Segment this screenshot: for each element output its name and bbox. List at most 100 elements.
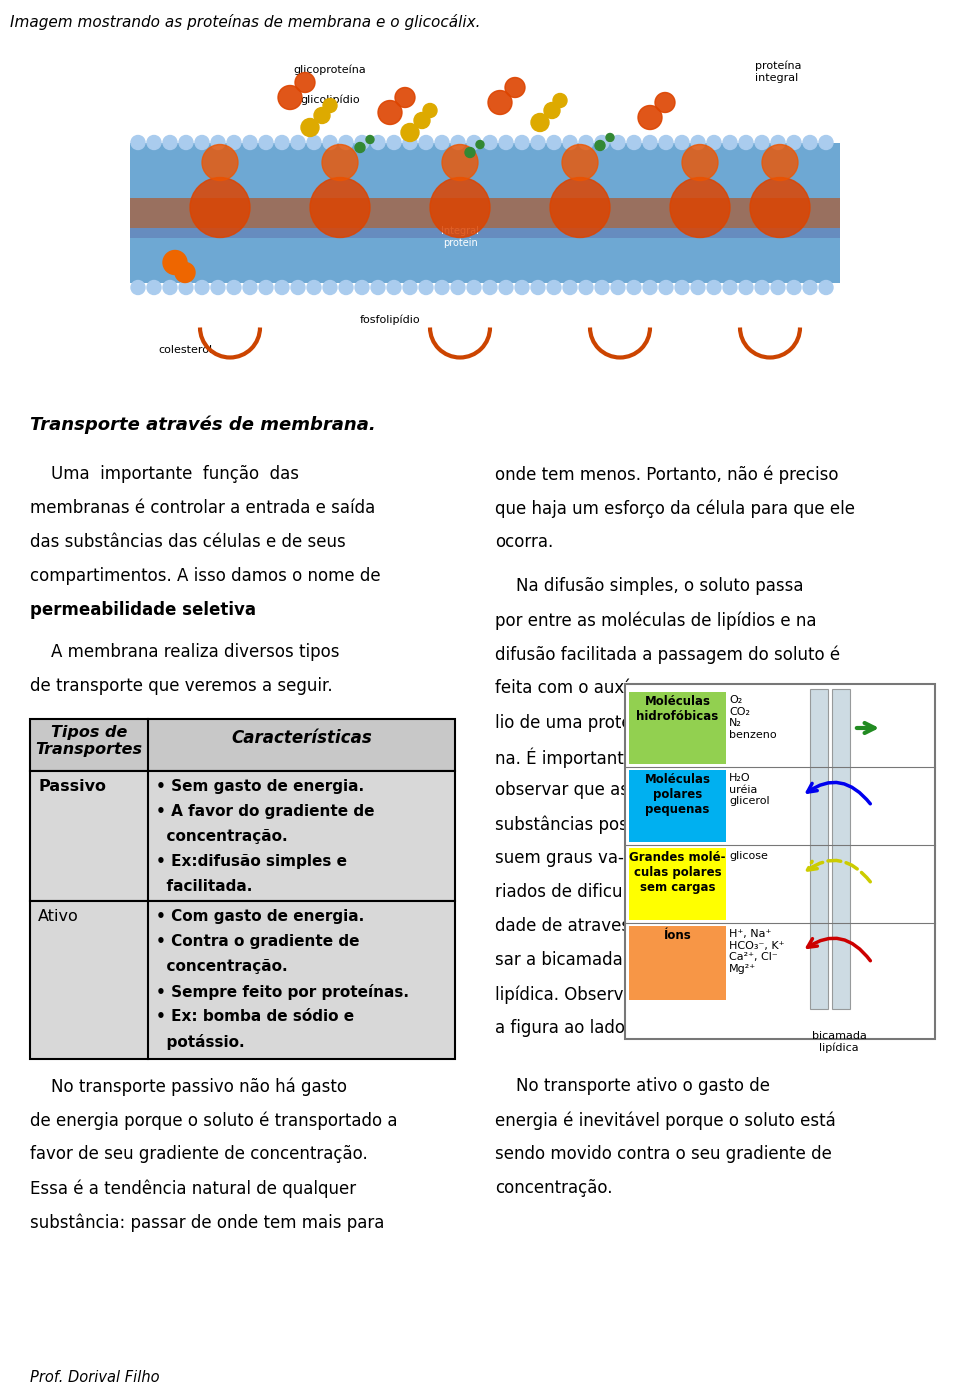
Text: • A favor do gradiente de: • A favor do gradiente de — [156, 804, 374, 819]
Text: Íons: Íons — [663, 929, 691, 942]
Circle shape — [755, 280, 769, 294]
Circle shape — [787, 280, 801, 294]
Text: Moléculas
polares
pequenas: Moléculas polares pequenas — [644, 773, 710, 816]
Text: glicolipídio: glicolipídio — [300, 94, 360, 105]
Circle shape — [243, 280, 257, 294]
Text: bicamada
lipídica: bicamada lipídica — [811, 1031, 867, 1053]
Circle shape — [314, 107, 330, 124]
Circle shape — [595, 140, 605, 150]
Text: .: . — [202, 601, 207, 619]
Text: Integral
protein: Integral protein — [441, 226, 479, 248]
Circle shape — [638, 105, 662, 129]
Circle shape — [627, 136, 641, 150]
Text: O₂
CO₂
N₂
benzeno: O₂ CO₂ N₂ benzeno — [729, 695, 777, 740]
Circle shape — [175, 262, 195, 283]
Circle shape — [131, 280, 145, 294]
Text: Características: Características — [231, 729, 372, 747]
Circle shape — [323, 99, 337, 112]
Circle shape — [550, 178, 610, 237]
Text: Na difusão simples, o soluto passa: Na difusão simples, o soluto passa — [495, 577, 804, 595]
Circle shape — [179, 136, 193, 150]
Circle shape — [179, 280, 193, 294]
Text: A membrana realiza diversos tipos: A membrana realiza diversos tipos — [30, 643, 340, 661]
Circle shape — [259, 280, 273, 294]
Bar — [30, 719, 455, 770]
Circle shape — [739, 136, 753, 150]
Circle shape — [323, 280, 337, 294]
Text: concentração.: concentração. — [156, 959, 288, 974]
Text: na. É importante: na. É importante — [495, 747, 634, 768]
Circle shape — [611, 280, 625, 294]
Text: colesterol: colesterol — [158, 346, 212, 355]
Text: substâncias pos-: substâncias pos- — [495, 815, 634, 834]
Circle shape — [515, 136, 529, 150]
Circle shape — [163, 280, 177, 294]
Circle shape — [505, 78, 525, 97]
Text: lipídica. Observe: lipídica. Observe — [495, 985, 634, 1004]
Circle shape — [371, 136, 385, 150]
Circle shape — [301, 118, 319, 136]
Text: • Sem gasto de energia.: • Sem gasto de energia. — [156, 779, 364, 794]
Circle shape — [371, 280, 385, 294]
Text: sar a bicamada: sar a bicamada — [495, 951, 623, 969]
Text: Transporte através de membrana.: Transporte através de membrana. — [30, 415, 375, 433]
Circle shape — [643, 136, 657, 150]
Text: proteína
integral: proteína integral — [755, 61, 802, 83]
Text: potássio.: potássio. — [156, 1034, 245, 1049]
Circle shape — [401, 124, 419, 142]
Text: facilitada.: facilitada. — [156, 879, 252, 894]
Text: compartimentos. A isso damos o nome de: compartimentos. A isso damos o nome de — [30, 568, 380, 584]
Circle shape — [531, 114, 549, 132]
Circle shape — [659, 136, 673, 150]
Text: membranas é controlar a entrada e saída: membranas é controlar a entrada e saída — [30, 500, 375, 516]
Text: fosfolipídio: fosfolipídio — [360, 315, 420, 325]
Bar — [30, 770, 455, 901]
Circle shape — [675, 280, 689, 294]
Circle shape — [691, 136, 705, 150]
Text: concentração.: concentração. — [156, 829, 288, 844]
Circle shape — [723, 136, 737, 150]
Circle shape — [547, 136, 561, 150]
Circle shape — [275, 136, 289, 150]
Circle shape — [595, 280, 609, 294]
Circle shape — [771, 136, 785, 150]
Circle shape — [553, 93, 567, 107]
Circle shape — [355, 136, 369, 150]
Circle shape — [147, 280, 161, 294]
Circle shape — [579, 280, 593, 294]
Circle shape — [419, 280, 433, 294]
Circle shape — [211, 280, 225, 294]
Text: que haja um esforço da célula para que ele: que haja um esforço da célula para que e… — [495, 500, 855, 518]
Circle shape — [771, 280, 785, 294]
Text: Essa é a tendência natural de qualquer: Essa é a tendência natural de qualquer — [30, 1178, 356, 1198]
Circle shape — [579, 136, 593, 150]
Circle shape — [211, 136, 225, 150]
Text: de transporte que veremos a seguir.: de transporte que veremos a seguir. — [30, 677, 332, 695]
Text: No transporte passivo não há gasto: No transporte passivo não há gasto — [30, 1077, 347, 1095]
Text: • Contra o gradiente de: • Contra o gradiente de — [156, 934, 359, 949]
Circle shape — [750, 178, 810, 237]
Bar — [832, 688, 850, 1009]
Circle shape — [483, 280, 497, 294]
Circle shape — [606, 133, 614, 142]
Circle shape — [419, 136, 433, 150]
Circle shape — [131, 136, 145, 150]
Text: observar que as: observar que as — [495, 781, 629, 799]
Circle shape — [227, 136, 241, 150]
Text: glicoproteína: glicoproteína — [294, 65, 367, 75]
Circle shape — [595, 136, 609, 150]
Circle shape — [387, 280, 401, 294]
Circle shape — [295, 72, 315, 93]
Text: onde tem menos. Portanto, não é preciso: onde tem menos. Portanto, não é preciso — [495, 465, 838, 483]
Circle shape — [195, 136, 209, 150]
Bar — [629, 770, 726, 843]
Circle shape — [259, 136, 273, 150]
Text: Grandes molé-
culas polares
sem cargas: Grandes molé- culas polares sem cargas — [629, 851, 726, 894]
Circle shape — [355, 280, 369, 294]
Circle shape — [387, 136, 401, 150]
Circle shape — [755, 136, 769, 150]
Circle shape — [323, 136, 337, 150]
Circle shape — [762, 144, 798, 180]
Text: • Sempre feito por proteínas.: • Sempre feito por proteínas. — [156, 984, 409, 999]
Text: substância: passar de onde tem mais para: substância: passar de onde tem mais para — [30, 1213, 384, 1231]
